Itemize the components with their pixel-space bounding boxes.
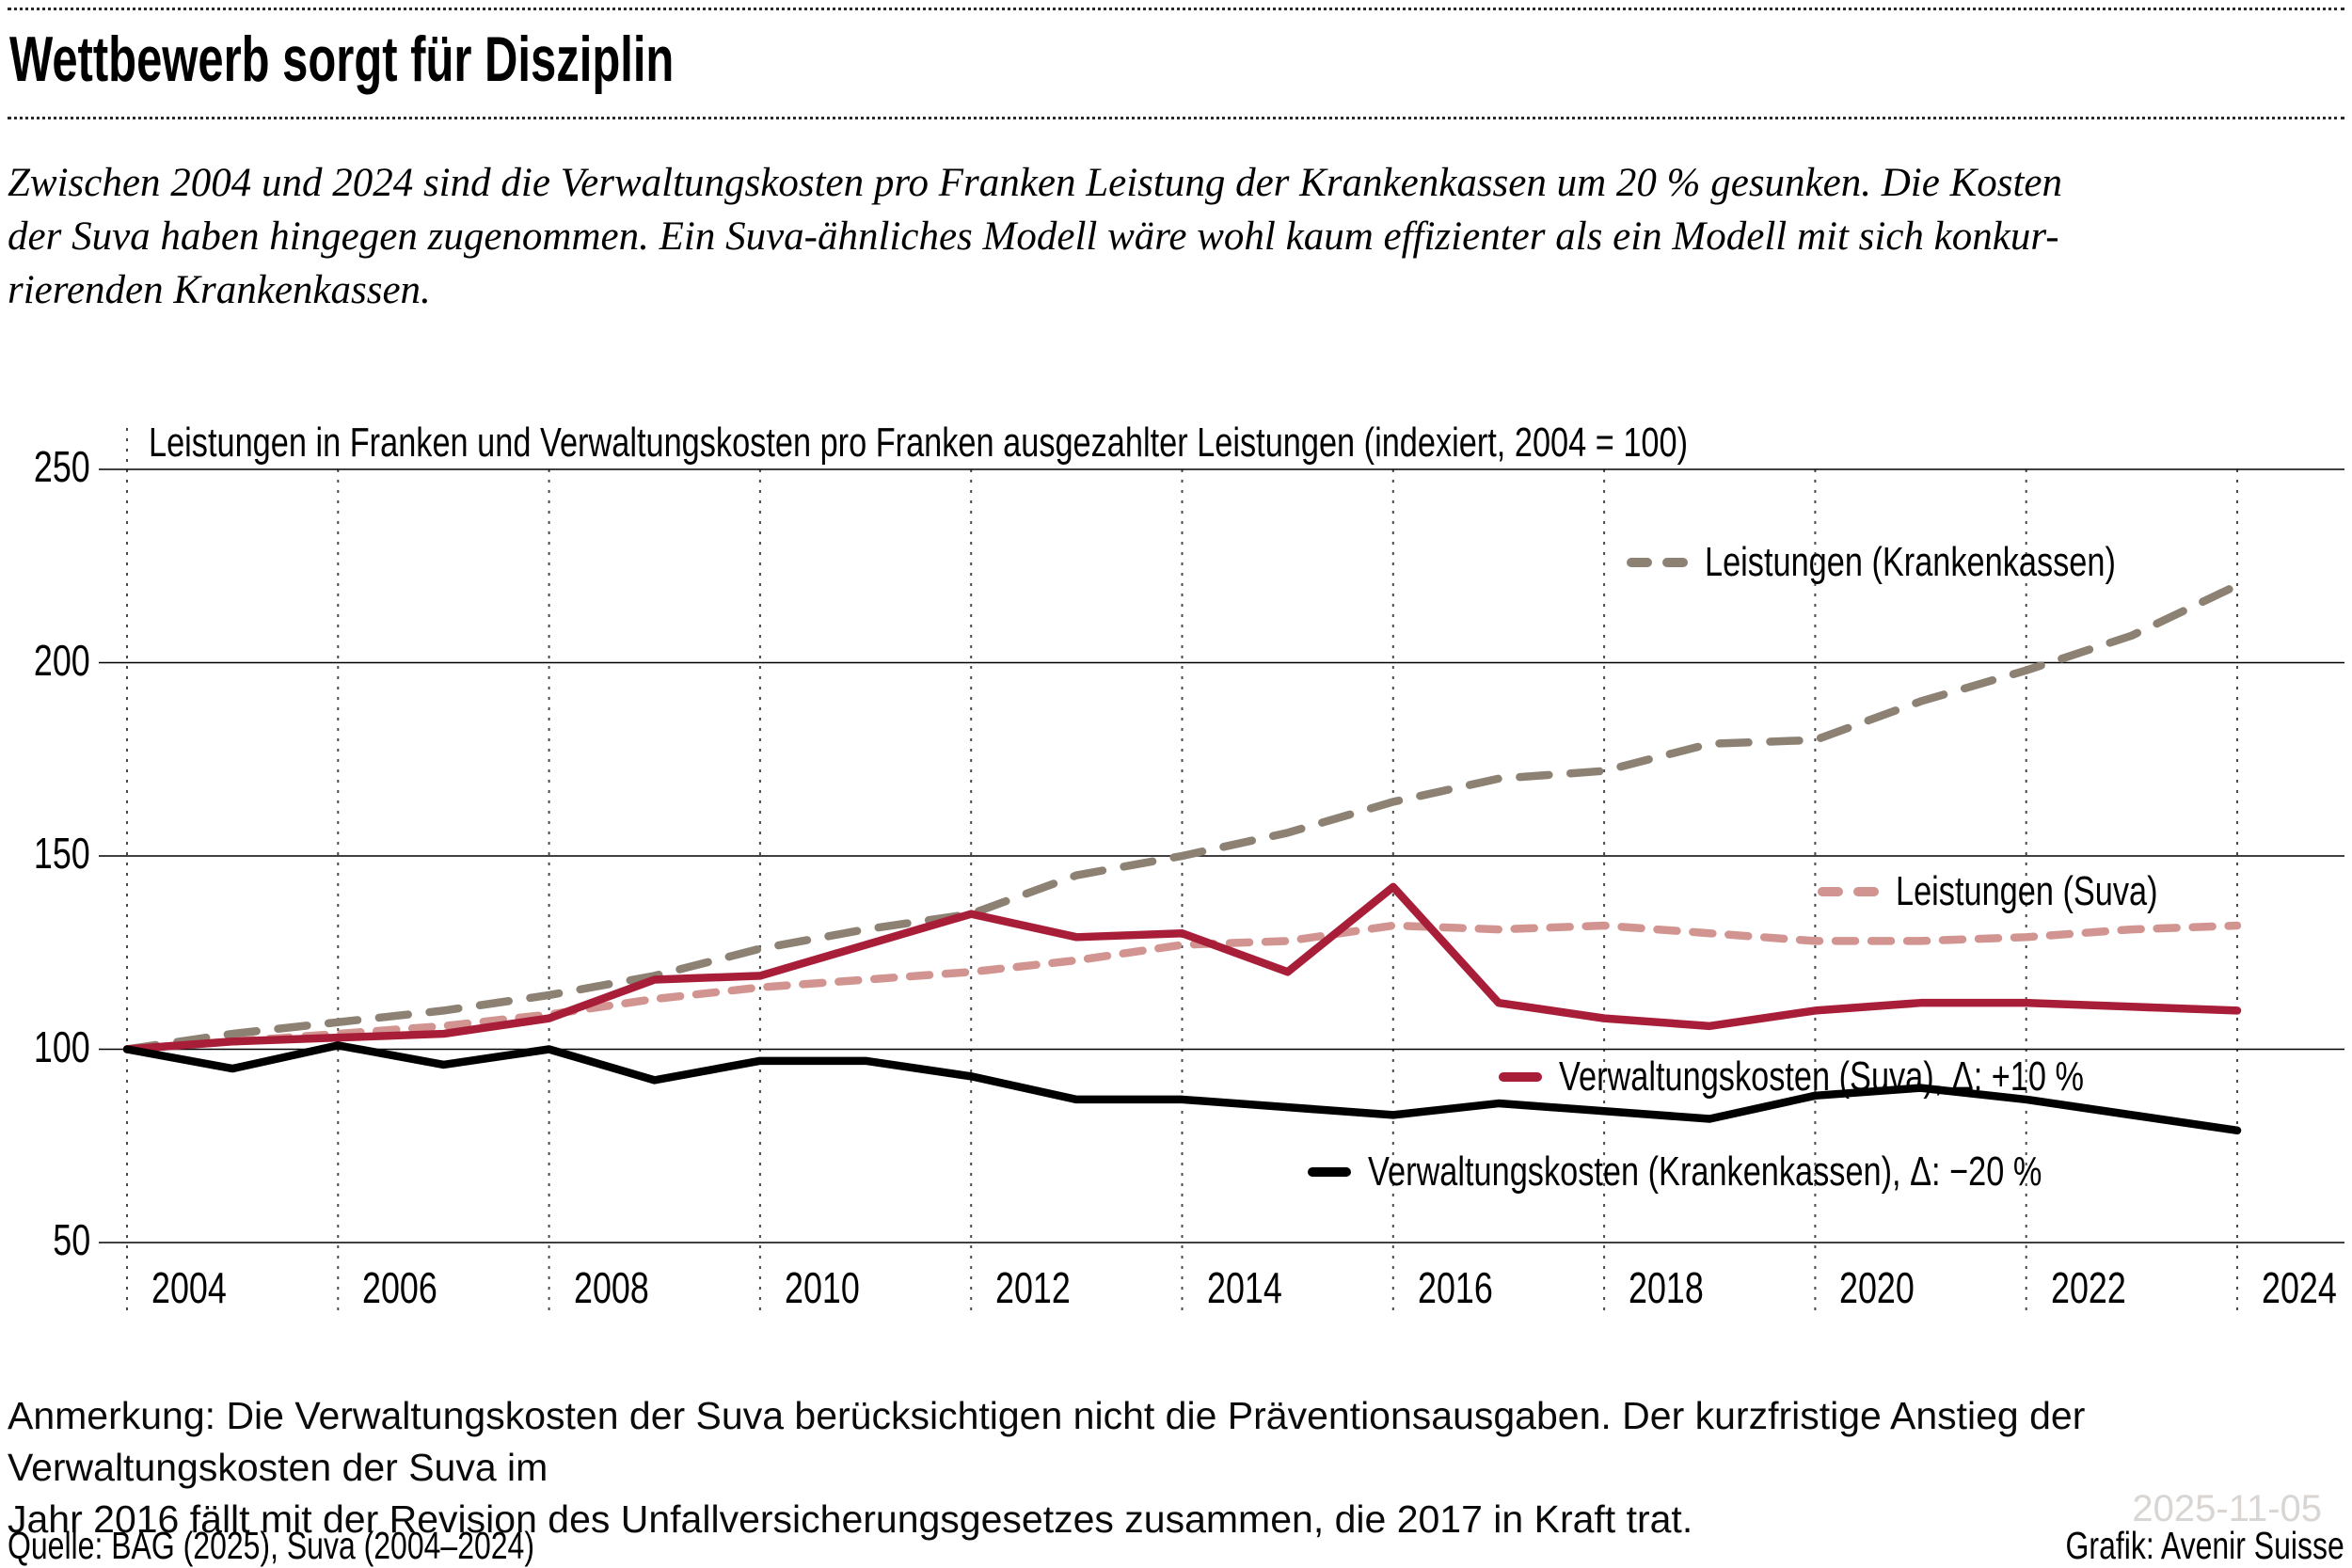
subtitle-line-1: Zwischen 2004 und 2024 sind die Verwaltu…: [8, 161, 2063, 205]
x-tick-label-2004: 2004: [151, 1263, 227, 1312]
legend-item-leistungen-krankenkassen: Leistungen (Krankenkassen): [1626, 539, 2232, 586]
subtitle-line-2: der Suva haben hingegen zugenommen. Ein …: [8, 214, 2059, 259]
page-title: Wettbewerb sorgt für Disziplin: [9, 24, 675, 95]
title-dotted-rule: [8, 117, 2344, 119]
x-tick-label-2020: 2020: [1839, 1263, 1915, 1312]
legend-key-verwaltungskosten-suva-icon: [1498, 1072, 1542, 1082]
x-tick-label-2014: 2014: [1206, 1263, 1282, 1312]
x-tick-label-2024: 2024: [2262, 1263, 2337, 1312]
legend-label-leistungen-suva: Leistungen (Suva): [1895, 868, 2158, 914]
legend-item-verwaltungskosten-krankenkassen: Verwaltungskosten (Krankenkassen), Δ: −2…: [1307, 1148, 2232, 1196]
page-subtitle: Zwischen 2004 und 2024 sind die Verwaltu…: [8, 156, 2344, 317]
x-tick-label-2006: 2006: [362, 1263, 438, 1312]
x-tick-label-2012: 2012: [995, 1263, 1072, 1312]
series-line-verwaltungskosten-suva: [122, 882, 2242, 1053]
legend-item-verwaltungskosten-suva: Verwaltungskosten (Suva), Δ: +10 %: [1498, 1053, 2232, 1101]
x-tick-label-2018: 2018: [1629, 1263, 1704, 1312]
graphic-credit: Grafik: Avenir Suisse: [2065, 1524, 2344, 1567]
y-tick-label-50: 50: [53, 1215, 90, 1264]
chart-footnote: Anmerkung: Die Verwaltungskosten der Suv…: [8, 1390, 2312, 1545]
date-watermark: 2025-11-05: [2132, 1488, 2322, 1529]
y-tick-label-250: 250: [34, 442, 90, 491]
footnote-line-2: Jahr 2016 fällt mit der Revision des Unf…: [8, 1497, 1693, 1541]
top-dotted-rule: [8, 8, 2344, 10]
series-line-leistungen-suva: [122, 921, 2242, 1053]
legend-label-verwaltungskosten-suva: Verwaltungskosten (Suva), Δ: +10 %: [1558, 1053, 2084, 1100]
y-tick-label-200: 200: [34, 635, 90, 685]
series-line-leistungen-krankenkassen: [122, 581, 2242, 1053]
legend-key-leistungen-suva-icon: [1817, 887, 1879, 896]
legend-label-leistungen-krankenkassen: Leistungen (Krankenkassen): [1704, 539, 2116, 585]
x-tick-label-2022: 2022: [2050, 1263, 2126, 1312]
legend-item-leistungen-suva: Leistungen (Suva): [1817, 868, 2232, 915]
y-tick-label-100: 100: [34, 1022, 90, 1071]
legend-label-verwaltungskosten-krankenkassen: Verwaltungskosten (Krankenkassen), Δ: −2…: [1367, 1148, 2042, 1195]
x-tick-label-2016: 2016: [1417, 1263, 1493, 1312]
subtitle-line-3: rierenden Krankenkassen.: [8, 268, 431, 312]
source-credit: Quelle: BAG (2025), Suva (2004–2024): [8, 1524, 535, 1567]
x-tick-label-2008: 2008: [573, 1263, 649, 1312]
chart-title: Leistungen in Franken und Verwaltungskos…: [149, 420, 1689, 466]
x-tick-label-2010: 2010: [784, 1263, 860, 1312]
legend-key-leistungen-krankenkassen-icon: [1626, 558, 1688, 567]
y-tick-label-150: 150: [34, 829, 90, 878]
series-line-verwaltungskosten-krankenkassen: [122, 1041, 2242, 1135]
footnote-line-1: Anmerkung: Die Verwaltungskosten der Suv…: [8, 1394, 2086, 1489]
legend-key-verwaltungskosten-krankenkassen-icon: [1307, 1167, 1351, 1177]
